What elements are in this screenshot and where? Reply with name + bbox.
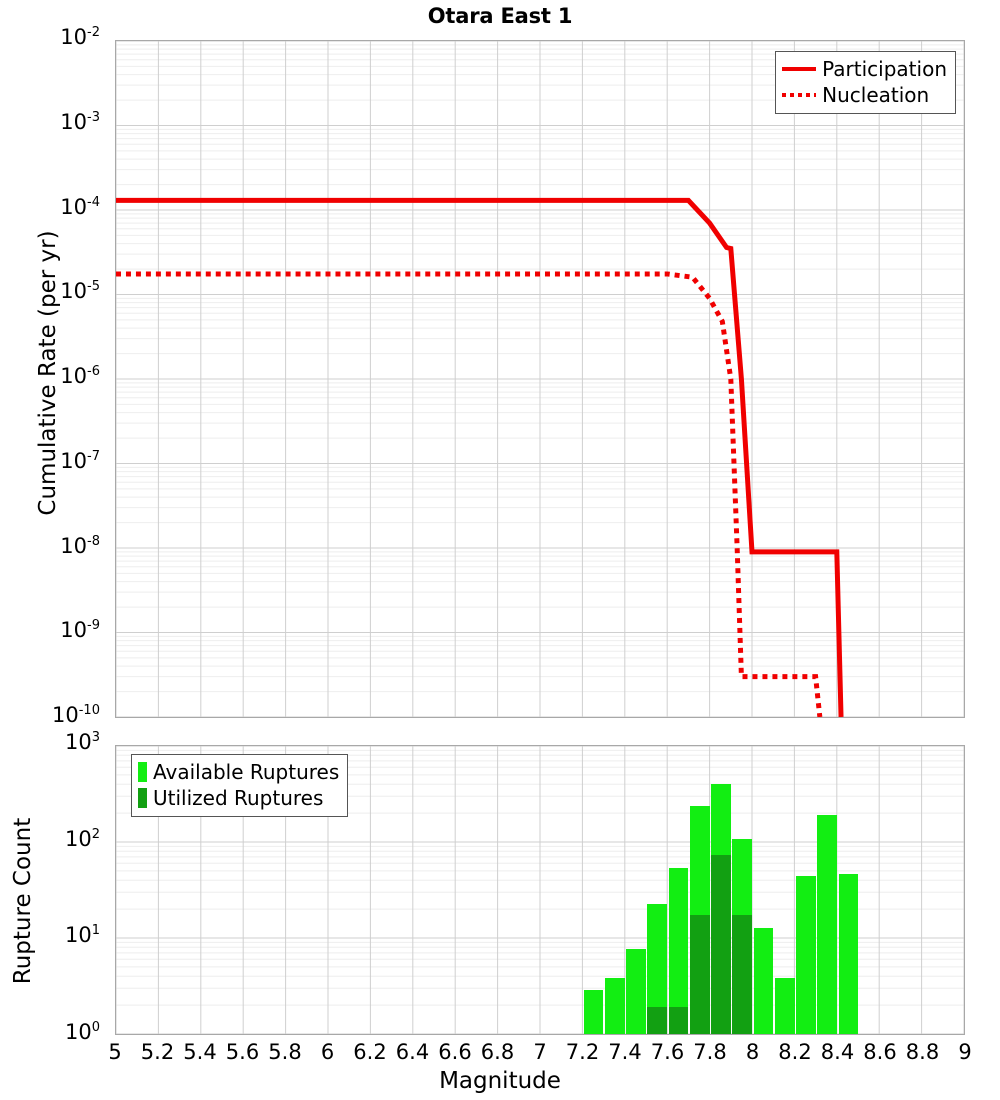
x-axis-title: Magnitude: [439, 1068, 561, 1094]
x-tick-label: 5.6: [225, 1040, 260, 1064]
top-plot-gridlines: [116, 41, 964, 717]
y-tick-label: 10-2: [60, 25, 100, 49]
mfd-curves: [116, 197, 844, 717]
curve-nucleation: [116, 271, 823, 717]
legend-item[interactable]: Nucleation: [782, 82, 947, 108]
x-tick-label: 8: [745, 1040, 760, 1064]
legend-rupture-count: Available Ruptures Utilized Ruptures: [131, 754, 349, 817]
legend-color-swatch-icon: [138, 788, 147, 808]
x-tick-label: 6.6: [438, 1040, 472, 1064]
bar-available: [774, 977, 795, 1034]
y-tick-label: 10-5: [60, 279, 100, 304]
y-tick-label: 101: [64, 923, 100, 948]
x-tick-label: 7.4: [608, 1040, 642, 1064]
x-tick-label: 5.2: [140, 1040, 175, 1064]
legend-item[interactable]: Utilized Ruptures: [138, 785, 339, 811]
x-tick-label: 5: [108, 1040, 122, 1064]
y-tick-label: 10-6: [60, 364, 100, 388]
y-tick-label: 10-4: [60, 194, 100, 219]
x-tick-label: 5.4: [183, 1040, 217, 1064]
legend-item-label: Utilized Ruptures: [153, 786, 324, 810]
bar-available: [626, 948, 646, 1034]
x-tick-label: 6.4: [395, 1040, 430, 1064]
bar-available: [668, 867, 689, 1034]
legend-solid-line-icon: [782, 67, 817, 71]
bar-available: [838, 874, 859, 1034]
y-tick-label: 100: [64, 1020, 100, 1044]
bar-available: [753, 928, 774, 1034]
rupture-count-plot: Available Ruptures Utilized Ruptures: [115, 745, 965, 1035]
x-tick-label: 8.8: [905, 1040, 940, 1064]
legend-dotted-line-icon: [782, 93, 817, 97]
bar-utilized: [689, 914, 710, 1034]
y-tick-label: 103: [64, 730, 100, 754]
y-tick-label: 10-8: [60, 533, 100, 558]
x-tick-label: 6: [320, 1040, 335, 1064]
curve-participation: [116, 197, 844, 717]
top-y-axis-title: Cumulative Rate (per yr): [35, 230, 61, 516]
bar-available: [583, 989, 604, 1034]
legend-item-label: Participation: [822, 57, 947, 81]
bottom-y-axis-title: Rupture Count: [10, 817, 36, 985]
y-tick-label: 10-10: [52, 703, 100, 727]
x-tick-label: 7.6: [650, 1040, 685, 1064]
x-tick-label: 7.8: [693, 1040, 727, 1064]
x-tick-label: 8.6: [863, 1040, 897, 1064]
cumulative-rate-plot: Participation Nucleation: [115, 40, 965, 718]
x-tick-label: 7.2: [565, 1040, 600, 1064]
bar-utilized: [668, 1006, 689, 1034]
x-tick-label: 6.8: [480, 1040, 515, 1064]
bar-utilized: [647, 1006, 667, 1034]
legend-item-label: Available Ruptures: [153, 760, 340, 784]
bottom-y-tick-labels: 103 102 101 100: [0, 731, 108, 1043]
bar-utilized: [732, 914, 752, 1034]
x-tick-label: 5.8: [268, 1040, 302, 1064]
legend-item[interactable]: Participation: [782, 56, 947, 82]
y-tick-label: 102: [64, 826, 100, 851]
x-tick-label: 6.2: [353, 1040, 387, 1064]
legend-cumulative-rate: Participation Nucleation: [775, 51, 956, 114]
rupture-count-bars: [116, 746, 964, 1034]
legend-color-swatch-icon: [138, 762, 147, 782]
y-tick-label: 10-7: [60, 448, 100, 473]
x-tick-label: 8.2: [778, 1040, 812, 1064]
x-tick-label: 7: [533, 1040, 547, 1064]
x-tick-label: 8.4: [820, 1040, 855, 1064]
bar-available: [647, 904, 667, 1034]
bar-available: [604, 977, 625, 1034]
legend-item[interactable]: Available Ruptures: [138, 759, 339, 785]
top-y-tick-labels: 10-2 10-3 10-4 10-5 10-6 10-7 10-8 10-9 10-10: [0, 26, 108, 726]
y-tick-label: 10-3: [60, 109, 100, 134]
page-title: Otara East 1: [427, 4, 573, 28]
bar-utilized: [711, 854, 731, 1034]
bar-available: [796, 876, 816, 1034]
y-tick-label: 10-9: [60, 618, 100, 643]
bar-available: [817, 814, 837, 1034]
x-tick-label: 9: [958, 1040, 972, 1064]
legend-item-label: Nucleation: [822, 83, 930, 107]
